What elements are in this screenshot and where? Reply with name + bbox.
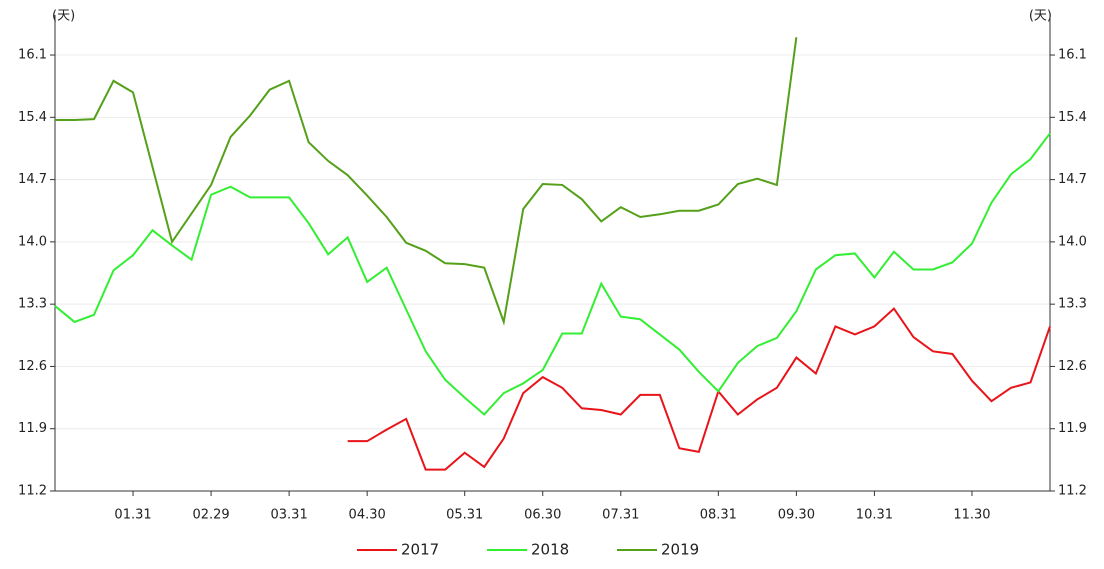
y2-tick-label: 12.6: [1058, 359, 1087, 374]
x-tick-label: 11.30: [953, 508, 990, 523]
x-tick-label: 04.30: [349, 508, 386, 523]
x-tick-label: 01.31: [114, 508, 151, 523]
x-tick-label: 03.31: [271, 508, 308, 523]
y-tick-label: 14.0: [18, 234, 47, 249]
y2-tick-label: 14.0: [1058, 234, 1087, 249]
x-tick-label: 08.31: [700, 508, 737, 523]
x-tick-label: 05.31: [446, 508, 483, 523]
y2-tick-label: 16.1: [1058, 48, 1087, 63]
y2-tick-label: 13.3: [1058, 297, 1087, 312]
legend-label: 2018: [531, 541, 569, 559]
y-tick-label: 15.4: [18, 110, 47, 125]
y2-tick-label: 11.9: [1058, 421, 1087, 436]
y2-tick-label: 11.2: [1058, 484, 1087, 499]
legend-label: 2019: [661, 541, 699, 559]
y2-tick-label: 15.4: [1058, 110, 1087, 125]
x-tick-label: 09.30: [778, 508, 815, 523]
x-tick-label: 06.30: [524, 508, 561, 523]
y-tick-label: 11.2: [18, 484, 47, 499]
y-tick-label: 11.9: [18, 421, 47, 436]
y2-axis-unit: (天): [1029, 9, 1052, 24]
x-tick-label: 02.29: [192, 508, 229, 523]
y-tick-label: 12.6: [18, 359, 47, 374]
legend-label: 2017: [401, 541, 439, 559]
series-line: [347, 307, 1051, 471]
y-tick-label: 16.1: [18, 48, 47, 63]
series-line: [55, 37, 798, 326]
y-axis-unit: (天): [52, 9, 75, 24]
y-tick-label: 13.3: [18, 297, 47, 312]
y2-tick-label: 14.7: [1058, 172, 1087, 187]
series-line: [54, 132, 1051, 416]
x-tick-label: 07.31: [602, 508, 639, 523]
x-tick-label: 10.31: [856, 508, 893, 523]
y-tick-label: 14.7: [18, 172, 47, 187]
